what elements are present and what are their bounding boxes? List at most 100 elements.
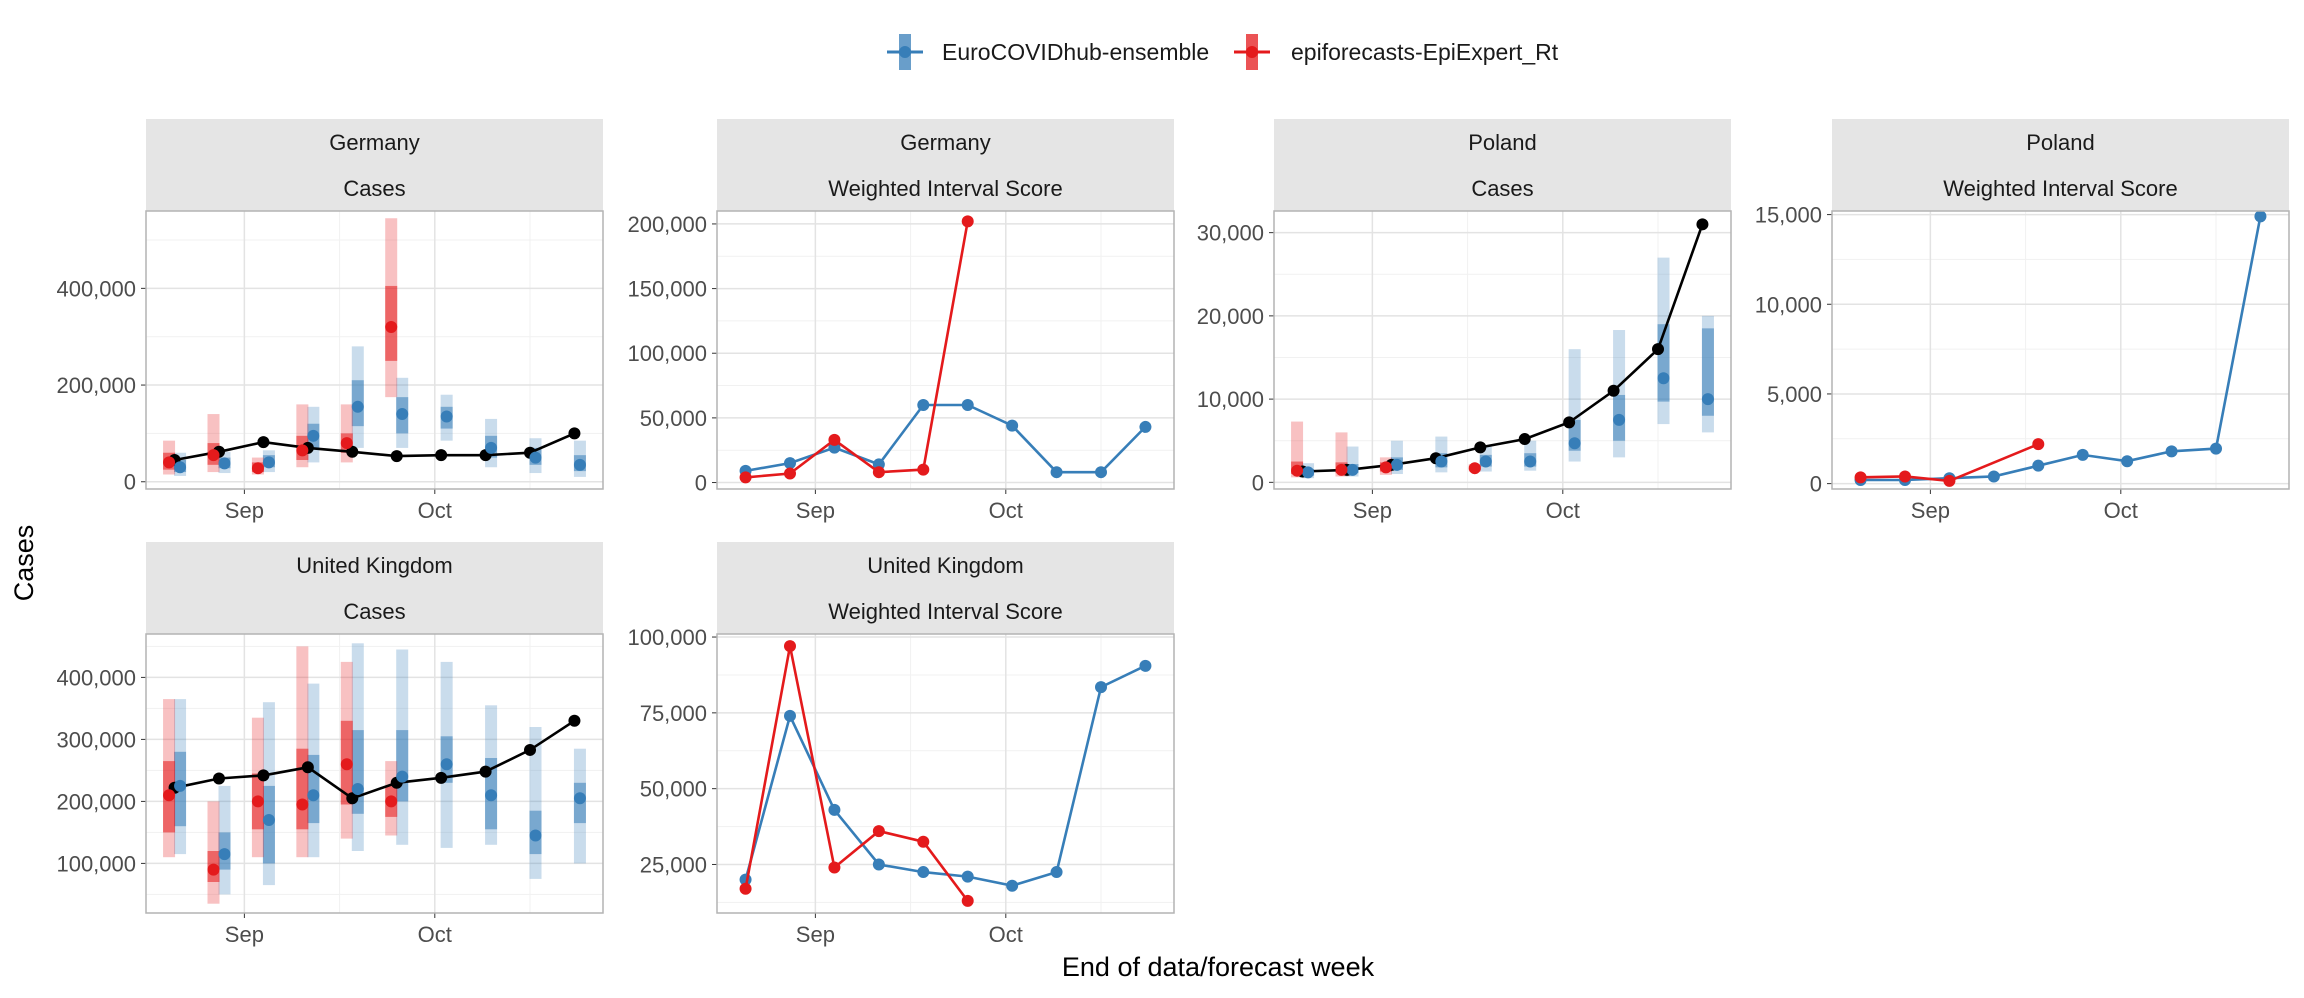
series-point	[961, 398, 974, 411]
y-tick-label: 400,000	[56, 276, 136, 301]
forecast-median-point	[351, 400, 364, 413]
forecast-median-point	[218, 457, 231, 470]
strip-metric	[1832, 165, 2289, 211]
forecast-median-point	[340, 437, 353, 450]
panel-border	[1273, 210, 1732, 490]
legend-label-epiexpert: epiforecasts-EpiExpert_Rt	[1291, 39, 1559, 65]
strip-location-label: Poland	[2026, 130, 2095, 155]
series-point	[1006, 879, 1019, 892]
x-tick-label: Oct	[989, 498, 1023, 523]
x-tick-label: Oct	[989, 922, 1023, 947]
forecast-median-point	[1613, 413, 1626, 426]
y-tick-label: 300,000	[56, 727, 136, 752]
panel-border	[1831, 210, 2290, 490]
y-tick-label: 400,000	[56, 665, 136, 690]
y-tick-label: 0	[1252, 470, 1264, 495]
observed-point	[1652, 343, 1665, 356]
legend-label-ensemble: EuroCOVIDhub-ensemble	[942, 39, 1209, 65]
forecast-median-point	[1435, 455, 1448, 468]
series-epiforecasts-epiexpert-rt	[739, 215, 974, 484]
series-point	[1006, 419, 1019, 432]
series-point	[2210, 442, 2223, 455]
forecast-median-point	[296, 798, 309, 811]
forecast-median-point	[485, 441, 498, 454]
panel-poland-cases: Poland Cases 0 10,000 20,000 30,000 Sep Oct	[1197, 119, 1732, 523]
observed-line	[174, 719, 576, 800]
forecast-median-point	[1379, 461, 1392, 474]
series-point	[1854, 471, 1867, 484]
observed-point	[568, 714, 581, 727]
forecast-median-point	[174, 779, 187, 792]
interval-50	[396, 730, 409, 802]
series-point	[872, 858, 885, 871]
forecast-median-point	[1346, 463, 1359, 476]
forecast-median-point	[440, 758, 453, 771]
observed-point	[435, 771, 448, 784]
forecast-median-point	[529, 451, 542, 464]
series-point	[961, 870, 974, 883]
observed-point	[1563, 416, 1576, 429]
plot-area	[1832, 211, 2289, 489]
series-point	[2121, 455, 2134, 468]
x-tick-label: Sep	[796, 498, 835, 523]
forecast-median-point	[573, 792, 586, 805]
strip-metric-label: Weighted Interval Score	[1943, 176, 2177, 201]
series-point	[1050, 466, 1063, 479]
series-point	[828, 861, 841, 874]
strip-location-label: Germany	[900, 130, 990, 155]
series-point	[2254, 210, 2267, 223]
observed-series	[168, 714, 581, 805]
y-tick-label: 75,000	[640, 701, 707, 726]
series-line	[1860, 442, 2039, 483]
forecast-median-point	[1701, 393, 1714, 406]
forecast-median-point	[351, 783, 364, 795]
series-point	[739, 882, 752, 895]
y-tick-label: 200,000	[56, 789, 136, 814]
series-point	[1139, 659, 1152, 672]
y-tick-label: 200,000	[627, 212, 707, 237]
forecast-median-point	[340, 758, 353, 771]
forecast-median-point	[207, 863, 220, 876]
strip-metric	[1274, 165, 1731, 211]
x-axis-label: End of data/forecast week	[1062, 952, 1375, 982]
series-point	[961, 894, 974, 907]
forecast-median-point	[485, 789, 498, 802]
legend-item-ensemble: EuroCOVIDhub-ensemble	[887, 34, 1209, 70]
forecast-median-point	[163, 789, 176, 802]
observed-point	[257, 436, 270, 449]
series-point	[2032, 459, 2045, 472]
x-tick-label: Oct	[418, 498, 452, 523]
panel-border	[145, 633, 604, 914]
series-point	[2165, 445, 2178, 458]
y-tick-label: 100,000	[627, 341, 707, 366]
legend: EuroCOVIDhub-ensemble epiforecasts-EpiEx…	[887, 34, 1559, 70]
forecast-median-point	[1390, 458, 1403, 471]
forecast-median-point	[163, 456, 176, 469]
interval-50	[1701, 328, 1714, 416]
interval-50	[296, 748, 309, 830]
panel-poland-weighted-interval-score: Poland Weighted Interval Score 0 5,000 10,00…	[1755, 119, 2290, 523]
forecast-median-point	[307, 789, 320, 802]
forecast-median-point	[396, 408, 409, 421]
forecast-median-point	[1524, 455, 1537, 468]
observed-point	[1518, 433, 1531, 446]
observed-point	[390, 450, 403, 463]
forecast-median-point	[1335, 463, 1348, 476]
strip-metric	[146, 588, 603, 634]
observed-point	[1474, 441, 1487, 454]
x-tick-label: Sep	[796, 922, 835, 947]
forecast-median-point	[1302, 466, 1315, 479]
series-point	[1095, 466, 1108, 479]
observed-point	[568, 427, 581, 440]
x-tick-label: Oct	[1546, 498, 1580, 523]
y-tick-label: 30,000	[1197, 221, 1264, 246]
observed-point	[524, 743, 537, 756]
series-point	[1095, 681, 1108, 694]
y-tick-label: 50,000	[640, 406, 707, 431]
observed-line	[174, 432, 575, 462]
observed-line	[1302, 223, 1704, 473]
series-point	[872, 825, 885, 838]
observed-point	[435, 449, 448, 462]
strip-location	[717, 542, 1174, 588]
strip-location-label: Poland	[1468, 130, 1537, 155]
